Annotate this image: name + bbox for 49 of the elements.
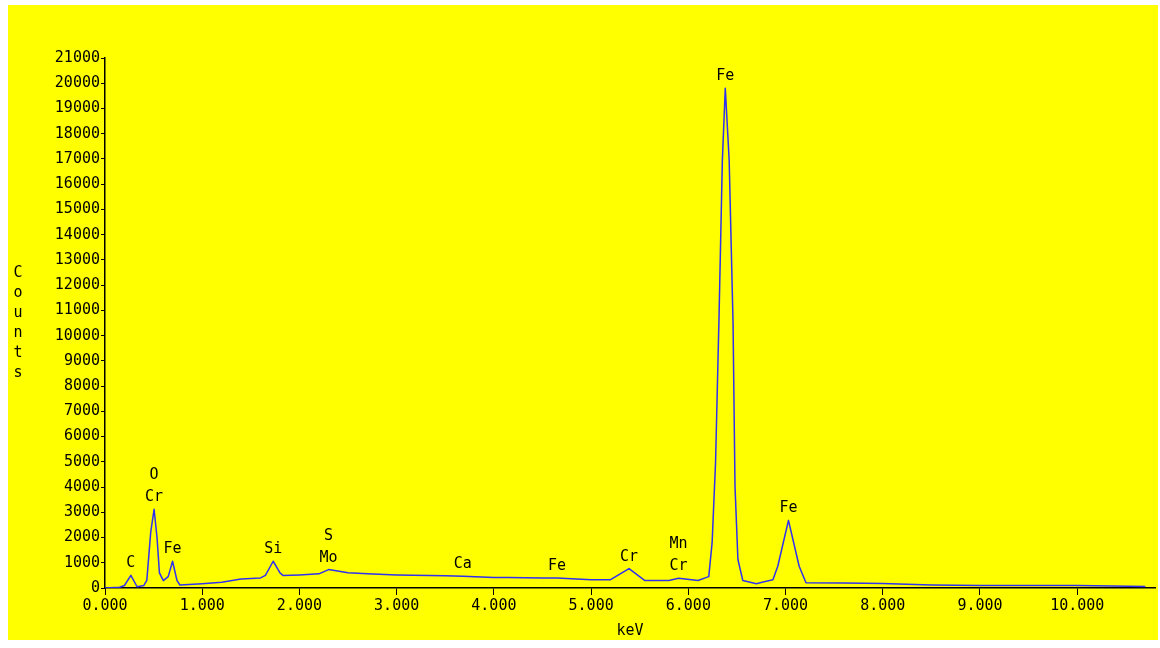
- x-tick-label: 1.000: [179, 595, 225, 614]
- y-tick-label: 6000: [63, 426, 100, 445]
- x-tick-label: 0.000: [82, 595, 128, 614]
- annotation: Cr: [620, 546, 639, 565]
- annotation: Ca: [453, 554, 472, 573]
- y-tick-label: 17000: [54, 148, 100, 167]
- y-tick-label: 10000: [54, 325, 100, 344]
- y-tick-label: 0: [90, 577, 100, 596]
- annotation: Fe: [716, 66, 735, 85]
- y-tick-label: 20000: [54, 73, 100, 92]
- x-axis-title: keV: [616, 620, 644, 639]
- annotation: Si: [264, 539, 283, 558]
- x-tick-label: 6.000: [665, 595, 711, 614]
- annotation: Fe: [163, 539, 182, 558]
- x-tick-label: 5.000: [568, 595, 614, 614]
- y-tick-label: 19000: [54, 98, 100, 117]
- y-tick-label: 4000: [63, 476, 100, 495]
- y-tick-label: 18000: [54, 123, 100, 142]
- y-tick-label: 11000: [54, 300, 100, 319]
- annotation: Cr: [145, 487, 164, 506]
- annotation: C: [126, 553, 136, 572]
- annotation: S: [324, 525, 334, 544]
- y-tick-label: 9000: [63, 350, 100, 369]
- y-tick-label: 13000: [54, 249, 100, 268]
- x-tick-label: 10.000: [1050, 595, 1105, 614]
- y-tick-label: 1000: [63, 552, 100, 571]
- y-tick-label: 7000: [63, 401, 100, 420]
- annotation: Fe: [548, 555, 567, 574]
- x-tick-label: 8.000: [860, 595, 906, 614]
- y-tick-label: 5000: [63, 451, 100, 470]
- y-tick-label: 14000: [54, 224, 100, 243]
- x-tick-label: 9.000: [957, 595, 1003, 614]
- y-tick-label: 2000: [63, 527, 100, 546]
- y-axis-title: Counts: [13, 262, 23, 381]
- annotation: Fe: [779, 498, 798, 517]
- annotation: Mo: [319, 547, 338, 566]
- y-tick-label: 16000: [54, 174, 100, 193]
- x-tick-label: 4.000: [471, 595, 517, 614]
- x-tick-label: 2.000: [276, 595, 323, 614]
- y-tick-label: 3000: [63, 502, 100, 521]
- annotation: O: [149, 465, 159, 484]
- x-tick-label: 7.000: [762, 595, 809, 614]
- annotation: Mn: [669, 534, 688, 553]
- y-tick-label: 21000: [54, 47, 100, 66]
- x-tick-label: 3.000: [374, 595, 420, 614]
- annotation: Cr: [669, 556, 688, 575]
- y-tick-label: 15000: [54, 199, 100, 218]
- y-tick-label: 8000: [63, 375, 100, 394]
- y-tick-label: 12000: [54, 275, 100, 294]
